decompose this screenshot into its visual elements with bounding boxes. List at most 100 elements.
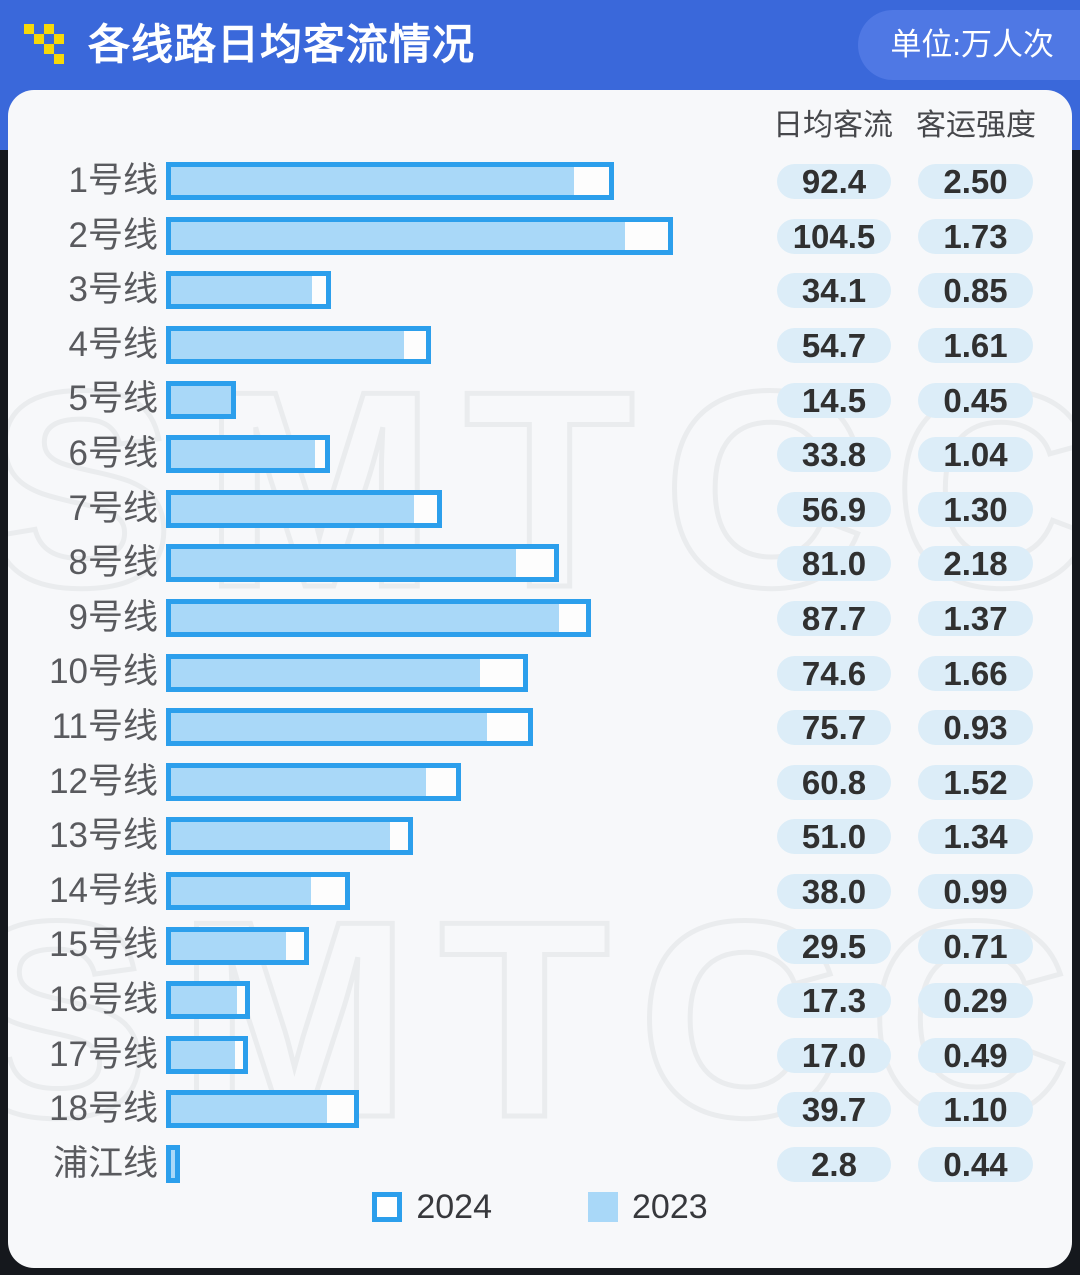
pixel-squares-logo-icon — [24, 24, 64, 64]
line-label: 1号线 — [68, 161, 158, 200]
chart-row: 2号线 104.5 1.73 — [8, 209, 1072, 264]
line-label: 9号线 — [68, 597, 158, 637]
line-label: 17号线 — [49, 1034, 158, 1074]
intensity-value-pill: 1.04 — [918, 437, 1033, 473]
bar-2023-fill — [171, 986, 238, 1015]
flow-value-pill: 17.3 — [777, 983, 891, 1019]
bar-2024-outline — [166, 981, 250, 1020]
flow-value-pill: 34.1 — [777, 273, 891, 309]
intensity-value-pill: 1.73 — [918, 218, 1033, 254]
line-label: 8号线 — [68, 543, 158, 583]
line-label: 12号线 — [49, 761, 158, 801]
bar-2023-fill — [171, 440, 315, 469]
chart-row: 浦江线 2.8 0.44 — [8, 1137, 1072, 1192]
line-label: 14号线 — [49, 870, 158, 910]
flow-value-pill: 56.9 — [777, 491, 891, 527]
intensity-value-pill: 0.49 — [918, 1037, 1033, 1073]
flow-value-pill: 60.8 — [777, 764, 891, 800]
chart-card: SMTCC SMTCC 日均客流 客运强度 1号线 92.4 2.50 2号线 … — [8, 90, 1072, 1268]
chart-row: 12号线 60.8 1.52 — [8, 755, 1072, 810]
legend-label-2024: 2024 — [416, 1188, 492, 1226]
chart-row: 7号线 56.9 1.30 — [8, 482, 1072, 537]
chart-row: 17号线 17.0 0.49 — [8, 1028, 1072, 1083]
flow-value-pill: 104.5 — [777, 218, 891, 254]
flow-value-pill: 33.8 — [777, 437, 891, 473]
flow-value-pill: 87.7 — [777, 601, 891, 637]
flow-value-pill: 29.5 — [777, 928, 891, 964]
chart-row: 15号线 29.5 0.71 — [8, 918, 1072, 973]
intensity-value-pill: 2.18 — [918, 546, 1033, 582]
bar-2024-outline — [166, 872, 351, 911]
bar-2023-fill — [171, 385, 231, 414]
bar-2024-outline — [166, 817, 414, 856]
chart-row: 16号线 17.3 0.29 — [8, 973, 1072, 1028]
bar-2023-fill — [171, 1149, 175, 1178]
legend-swatch-2023-filled-icon — [588, 1192, 618, 1222]
chart-row: 6号线 33.8 1.04 — [8, 427, 1072, 482]
flow-value-pill: 38.0 — [777, 874, 891, 910]
bar-2024-outline — [166, 326, 432, 365]
bar-2024-outline — [166, 162, 615, 201]
chart-row: 10号线 74.6 1.66 — [8, 645, 1072, 700]
bar-2023-fill — [171, 1095, 328, 1124]
bar-2023-fill — [171, 822, 390, 851]
intensity-value-pill: 1.66 — [918, 655, 1033, 691]
bar-2023-fill — [171, 877, 311, 906]
legend: 2024 2023 — [8, 1183, 1072, 1231]
bar-2024-outline — [166, 708, 534, 747]
intensity-value-pill: 0.99 — [918, 874, 1033, 910]
chart-row: 1号线 92.4 2.50 — [8, 154, 1072, 209]
bar-2023-fill — [171, 221, 626, 250]
intensity-value-pill: 0.85 — [918, 273, 1033, 309]
intensity-value-pill: 0.29 — [918, 983, 1033, 1019]
bar-2024-outline — [166, 1090, 359, 1129]
bar-2024-outline — [166, 216, 673, 255]
bar-2024-outline — [166, 1035, 249, 1074]
chart-row: 8号线 81.0 2.18 — [8, 536, 1072, 591]
bar-2023-fill — [171, 931, 287, 960]
bar-2023-fill — [171, 1040, 235, 1069]
intensity-value-pill: 1.10 — [918, 1092, 1033, 1128]
bar-2024-outline — [166, 1144, 180, 1183]
flow-value-pill: 81.0 — [777, 546, 891, 582]
flow-value-pill: 17.0 — [777, 1037, 891, 1073]
legend-item-2024: 2024 — [372, 1190, 492, 1224]
intensity-value-pill: 0.71 — [918, 928, 1033, 964]
bar-2023-fill — [171, 549, 517, 578]
intensity-value-pill: 0.44 — [918, 1146, 1033, 1182]
line-label: 11号线 — [51, 706, 158, 746]
bar-2024-outline — [166, 489, 443, 528]
bar-2023-fill — [171, 276, 313, 305]
line-label: 16号线 — [49, 979, 158, 1019]
flow-value-pill: 39.7 — [777, 1092, 891, 1128]
bar-2023-fill — [171, 604, 560, 633]
chart-row: 5号线 14.5 0.45 — [8, 372, 1072, 427]
bar-2023-fill — [171, 494, 415, 523]
chart-row: 4号线 54.7 1.61 — [8, 318, 1072, 373]
legend-swatch-2024-outline-icon — [372, 1192, 403, 1222]
flow-value-pill: 75.7 — [777, 710, 891, 746]
line-label: 7号线 — [68, 488, 158, 528]
bar-2024-outline — [166, 380, 237, 419]
line-label: 6号线 — [68, 433, 158, 473]
line-label: 13号线 — [49, 816, 158, 856]
chart-row: 14号线 38.0 0.99 — [8, 864, 1072, 919]
page-title: 各线路日均客流情况 — [88, 21, 476, 68]
flow-value-pill: 2.8 — [777, 1146, 891, 1182]
chart-row: 13号线 51.0 1.34 — [8, 809, 1072, 864]
bar-2023-fill — [171, 167, 575, 196]
flow-value-pill: 51.0 — [777, 819, 891, 855]
bar-2024-outline — [166, 653, 528, 692]
line-label: 10号线 — [49, 652, 158, 692]
flow-value-pill: 54.7 — [777, 328, 891, 364]
flow-value-pill: 14.5 — [777, 382, 891, 418]
line-label: 15号线 — [49, 925, 158, 965]
intensity-value-pill: 1.34 — [918, 819, 1033, 855]
bar-2024-outline — [166, 926, 310, 965]
bar-2023-fill — [171, 658, 480, 687]
intensity-value-pill: 1.61 — [918, 328, 1033, 364]
line-label: 5号线 — [68, 379, 158, 419]
bar-2024-outline — [166, 544, 559, 583]
legend-label-2023: 2023 — [632, 1188, 708, 1226]
line-label: 4号线 — [68, 324, 158, 364]
